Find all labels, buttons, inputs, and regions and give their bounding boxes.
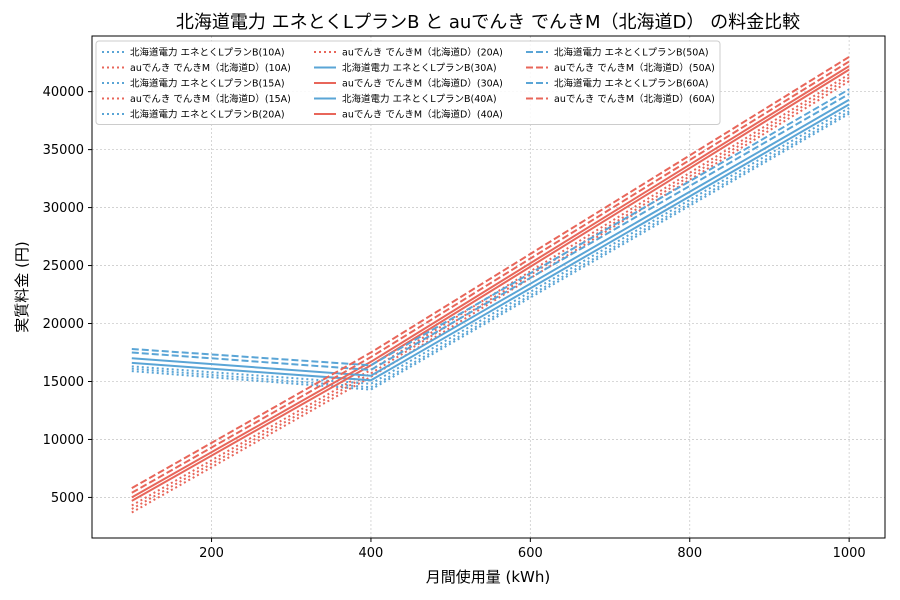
x-tick-label: 1000 <box>833 546 866 561</box>
x-tick-label: 600 <box>518 546 543 561</box>
series-line-7 <box>131 103 850 382</box>
y-axis-label: 実質料金 (円) <box>13 241 31 332</box>
series-line-3 <box>131 110 850 389</box>
x-tick-label: 400 <box>359 546 384 561</box>
series-line-8 <box>131 68 850 502</box>
legend-box <box>95 40 721 125</box>
series-line-12 <box>131 60 850 494</box>
legend-label: 北海道電力 エネとくLプランB(20A) <box>130 109 285 121</box>
legend-label: auでんき でんきM（北海道D）(20A) <box>342 47 503 59</box>
series-line-9 <box>131 98 850 377</box>
series-line-1 <box>131 112 850 391</box>
series-line-10 <box>131 65 850 499</box>
x-tick-label: 800 <box>677 546 702 561</box>
ticks: 200 400 600 800 1000 5000 10000 15000 20000 25000… <box>43 85 866 561</box>
legend-label: auでんき でんきM（北海道D）(15A) <box>130 93 291 105</box>
y-tick-label: 25000 <box>43 259 84 274</box>
legend: 北海道電力 エネとくLプランB(10A) auでんき でんきM（北海道D）(10A… <box>95 40 721 125</box>
x-axis-label: 月間使用量 (kWh) <box>426 568 551 586</box>
y-tick-label: 10000 <box>43 433 84 448</box>
legend-label: 北海道電力 エネとくLプランB(40A) <box>342 93 497 105</box>
legend-label: 北海道電力 エネとくLプランB(15A) <box>130 78 285 90</box>
legend-label: auでんき でんきM（北海道D）(50A) <box>554 62 715 74</box>
y-tick-label: 5000 <box>51 491 84 506</box>
legend-label: 北海道電力 エネとくLプランB(60A) <box>554 78 709 90</box>
legend-label: auでんき でんきM（北海道D）(10A) <box>130 62 291 74</box>
chart-title: 北海道電力 エネとくLプランB と auでんき でんきM（北海道D） の料金比較 <box>176 12 800 33</box>
x-tick-label: 200 <box>199 546 224 561</box>
plot-frame <box>91 35 886 539</box>
y-tick-label: 20000 <box>43 317 84 332</box>
legend-label: auでんき でんきM（北海道D）(60A) <box>554 93 715 105</box>
series-group <box>131 56 850 514</box>
legend-label: 北海道電力 エネとくLプランB(10A) <box>130 47 285 59</box>
series-line-2 <box>131 80 850 514</box>
series-line-6 <box>131 73 850 507</box>
y-tick-label: 35000 <box>43 143 84 158</box>
series-line-4 <box>131 76 850 510</box>
y-tick-label: 15000 <box>43 375 84 390</box>
y-tick-label: 40000 <box>43 85 84 100</box>
y-tick-label: 30000 <box>43 201 84 216</box>
legend-label: auでんき でんきM（北海道D）(30A) <box>342 78 503 90</box>
legend-label: 北海道電力 エネとくLプランB(30A) <box>342 62 497 74</box>
legend-label: 北海道電力 エネとくLプランB(50A) <box>554 47 709 59</box>
series-line-14 <box>131 56 850 489</box>
legend-label: auでんき でんきM（北海道D）(40A) <box>342 109 503 121</box>
